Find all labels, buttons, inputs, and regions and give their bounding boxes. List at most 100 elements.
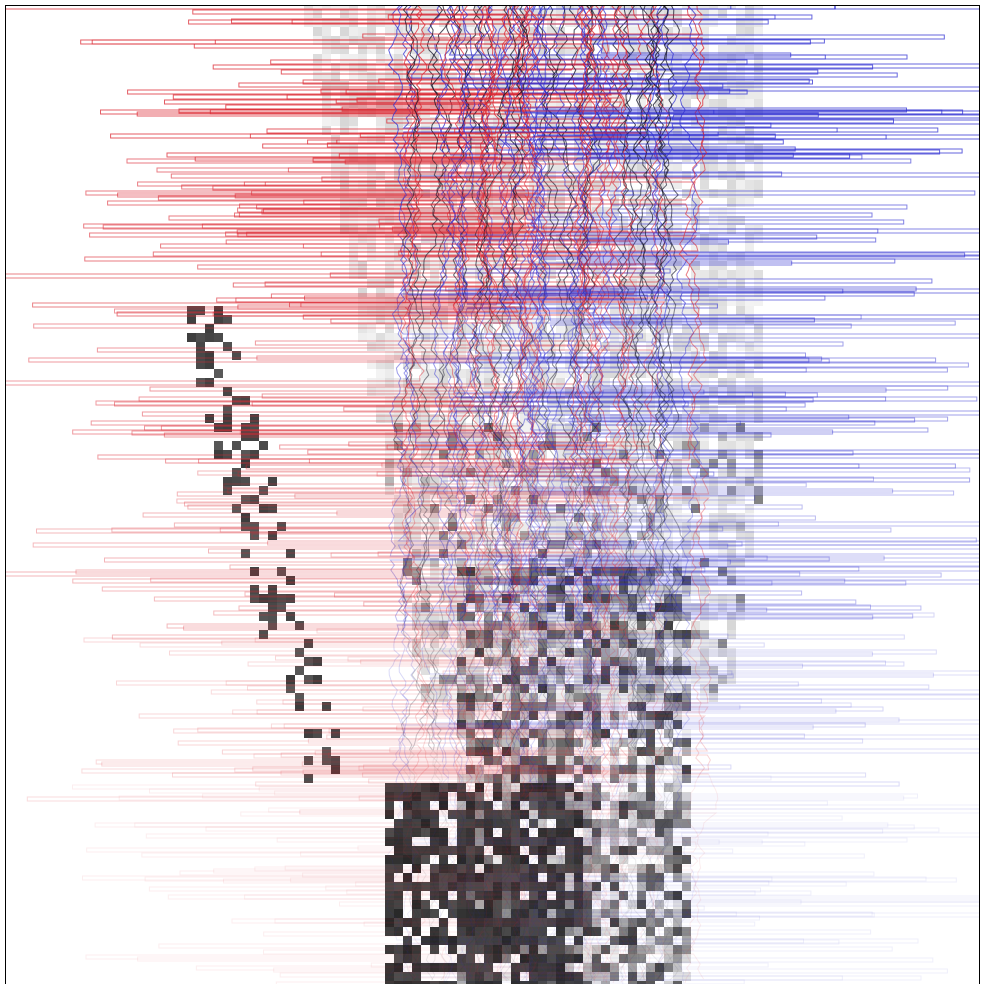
pixel xyxy=(322,117,331,126)
pixel xyxy=(394,54,403,63)
pixel xyxy=(736,405,745,414)
pixel xyxy=(700,297,709,306)
pixel xyxy=(286,612,295,621)
pixel xyxy=(727,270,736,279)
pixel xyxy=(277,594,286,603)
pixel xyxy=(286,594,295,603)
pixel xyxy=(475,675,484,684)
pixel xyxy=(430,234,439,243)
pixel xyxy=(745,369,754,378)
pixel xyxy=(214,369,223,378)
pixel xyxy=(358,234,367,243)
pixel xyxy=(340,198,349,207)
pixel xyxy=(430,270,439,279)
pixel xyxy=(736,9,745,18)
pixel xyxy=(745,405,754,414)
pixel xyxy=(376,378,385,387)
pixel xyxy=(637,675,646,684)
pixel xyxy=(754,270,763,279)
pixel xyxy=(259,612,268,621)
pixel xyxy=(736,513,745,522)
pixel xyxy=(466,612,475,621)
pixel xyxy=(385,477,394,486)
pixel xyxy=(304,675,313,684)
pixel xyxy=(223,414,232,423)
pixel xyxy=(232,441,241,450)
pixel xyxy=(745,180,754,189)
pixel xyxy=(718,9,727,18)
pixel xyxy=(376,369,385,378)
pixel xyxy=(700,405,709,414)
pixel xyxy=(250,414,259,423)
pixel xyxy=(268,594,277,603)
pixel xyxy=(691,369,700,378)
pixel xyxy=(700,369,709,378)
pixel xyxy=(574,693,583,702)
pixel xyxy=(646,270,655,279)
pixel xyxy=(556,756,565,765)
pixel xyxy=(313,54,322,63)
pixel xyxy=(574,675,583,684)
pixel xyxy=(736,297,745,306)
pixel xyxy=(385,198,394,207)
pixel xyxy=(214,441,223,450)
pixel xyxy=(259,441,268,450)
pixel xyxy=(736,81,745,90)
pixel xyxy=(673,441,682,450)
pixel xyxy=(430,414,439,423)
pixel xyxy=(286,675,295,684)
pixel xyxy=(187,333,196,342)
pixel xyxy=(385,369,394,378)
pixel xyxy=(727,180,736,189)
pixel xyxy=(727,207,736,216)
pixel xyxy=(655,9,664,18)
pixel xyxy=(745,441,754,450)
pixel xyxy=(205,378,214,387)
pixel xyxy=(754,297,763,306)
pixel xyxy=(205,333,214,342)
pixel xyxy=(718,99,727,108)
pixel xyxy=(376,54,385,63)
pixel xyxy=(700,441,709,450)
pixel xyxy=(745,189,754,198)
pixel xyxy=(286,576,295,585)
pixel xyxy=(736,189,745,198)
pixel xyxy=(700,621,709,630)
pixel xyxy=(268,585,277,594)
pixel xyxy=(376,360,385,369)
pixel xyxy=(754,180,763,189)
pixel xyxy=(610,306,619,315)
pixel xyxy=(736,441,745,450)
pixel xyxy=(727,675,736,684)
pixel xyxy=(331,117,340,126)
pixel xyxy=(250,594,259,603)
pixel xyxy=(385,801,394,810)
pixel xyxy=(709,189,718,198)
pixel xyxy=(349,27,358,36)
pixel xyxy=(754,495,763,504)
pixel xyxy=(718,441,727,450)
pixel xyxy=(214,333,223,342)
pixel xyxy=(700,180,709,189)
pixel xyxy=(367,45,376,54)
pixel xyxy=(700,585,709,594)
pixel xyxy=(736,198,745,207)
pixel xyxy=(367,360,376,369)
pixel xyxy=(385,378,394,387)
pixel xyxy=(709,405,718,414)
pixel xyxy=(727,369,736,378)
pixel xyxy=(421,117,430,126)
pixel xyxy=(268,612,277,621)
pixel xyxy=(745,9,754,18)
pixel xyxy=(367,27,376,36)
pixel xyxy=(727,99,736,108)
pixel xyxy=(421,54,430,63)
pixel xyxy=(520,531,529,540)
pixel xyxy=(385,27,394,36)
pixel xyxy=(745,81,754,90)
pixel xyxy=(700,189,709,198)
pixel xyxy=(376,198,385,207)
pixel xyxy=(385,828,394,837)
pixel xyxy=(394,900,403,909)
pixel xyxy=(556,378,565,387)
